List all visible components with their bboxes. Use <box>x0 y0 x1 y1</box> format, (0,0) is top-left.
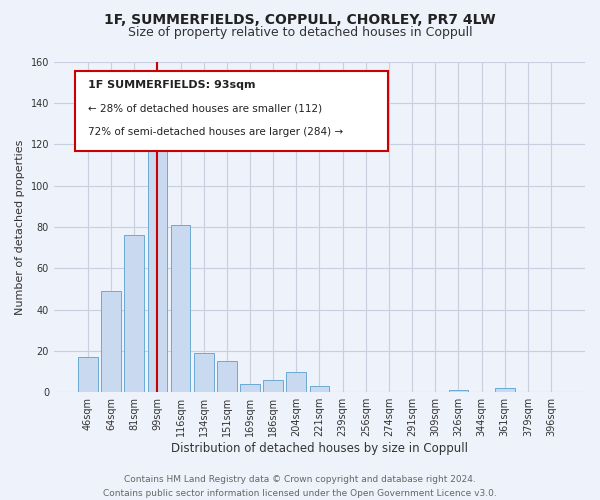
Text: ← 28% of detached houses are smaller (112): ← 28% of detached houses are smaller (11… <box>88 104 323 114</box>
Bar <box>286 372 306 392</box>
Bar <box>240 384 260 392</box>
X-axis label: Distribution of detached houses by size in Coppull: Distribution of detached houses by size … <box>171 442 468 455</box>
Bar <box>124 235 144 392</box>
Text: 1F, SUMMERFIELDS, COPPULL, CHORLEY, PR7 4LW: 1F, SUMMERFIELDS, COPPULL, CHORLEY, PR7 … <box>104 12 496 26</box>
Bar <box>310 386 329 392</box>
Text: 1F SUMMERFIELDS: 93sqm: 1F SUMMERFIELDS: 93sqm <box>88 80 256 90</box>
Bar <box>449 390 468 392</box>
Y-axis label: Number of detached properties: Number of detached properties <box>15 139 25 314</box>
Bar <box>170 225 190 392</box>
FancyBboxPatch shape <box>75 72 388 151</box>
Bar <box>101 291 121 392</box>
Bar <box>217 361 236 392</box>
Bar <box>78 357 98 392</box>
Text: Size of property relative to detached houses in Coppull: Size of property relative to detached ho… <box>128 26 472 39</box>
Bar <box>194 353 214 392</box>
Bar <box>148 138 167 392</box>
Text: Contains HM Land Registry data © Crown copyright and database right 2024.
Contai: Contains HM Land Registry data © Crown c… <box>103 476 497 498</box>
Text: 72% of semi-detached houses are larger (284) →: 72% of semi-detached houses are larger (… <box>88 128 344 138</box>
Bar <box>263 380 283 392</box>
Bar <box>495 388 515 392</box>
